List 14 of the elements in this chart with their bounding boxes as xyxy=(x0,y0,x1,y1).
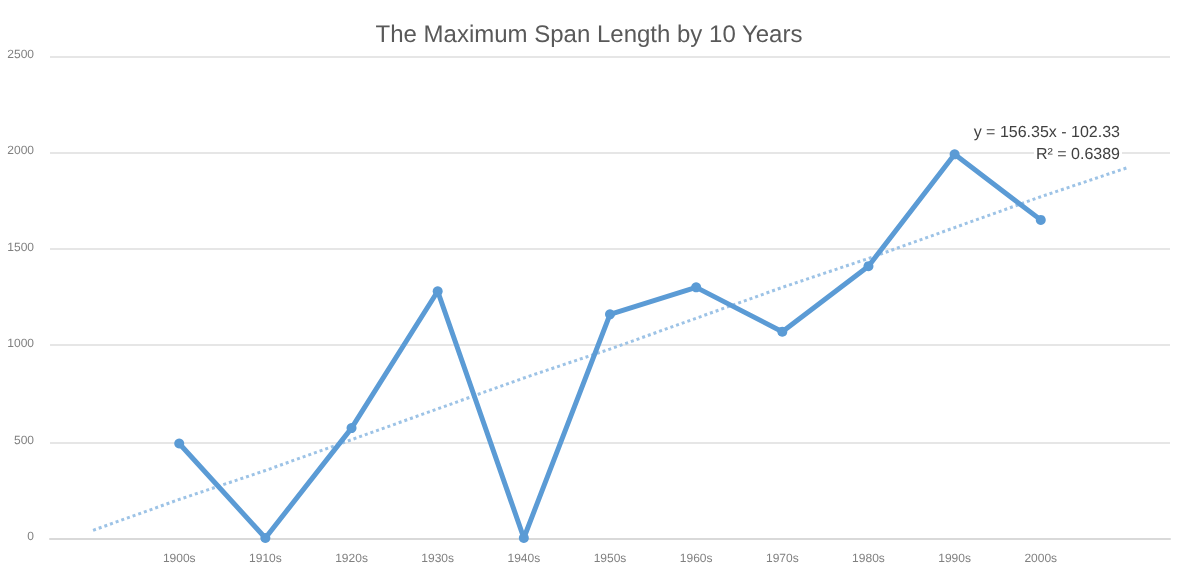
annotation: R² = 0.6389 xyxy=(1035,145,1122,163)
line-series xyxy=(91,166,1129,532)
annotation: y = 156.35x - 102.33 xyxy=(973,123,1122,141)
point xyxy=(605,309,615,320)
point xyxy=(1035,214,1046,225)
point xyxy=(949,149,960,160)
point xyxy=(174,438,185,449)
point xyxy=(863,261,874,272)
point xyxy=(346,423,357,434)
chart-title: The Maximum Span Length by 10 Years xyxy=(375,20,803,48)
point xyxy=(260,533,271,543)
point xyxy=(691,282,702,293)
point xyxy=(777,326,788,337)
point xyxy=(518,533,529,543)
